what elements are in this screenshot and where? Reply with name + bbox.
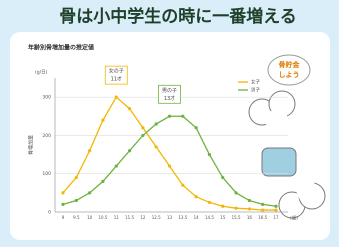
page-title: 骨は小中学生の時に一番増える [59, 6, 297, 27]
annotation-text: 女の子 [109, 68, 124, 75]
data-point [181, 115, 184, 118]
data-point [195, 126, 198, 129]
x-unit: (歳) [290, 215, 298, 222]
data-point [195, 195, 198, 198]
data-point [61, 203, 64, 206]
data-point [248, 207, 251, 210]
legend-label: 男子 [251, 87, 260, 94]
data-point [168, 164, 171, 167]
y-tick-label: 100 [42, 171, 51, 177]
x-tick-label: 12.5 [152, 215, 161, 220]
y-tick-label: 200 [42, 133, 51, 139]
data-point [128, 107, 131, 110]
data-point [75, 176, 78, 179]
x-tick-label: 15 [220, 215, 226, 220]
x-tick-label: 14.5 [205, 215, 214, 220]
data-point [128, 149, 131, 152]
data-point [248, 199, 251, 202]
x-tick-label: 16 [247, 215, 253, 220]
data-point [115, 164, 118, 167]
y-tick-label: 300 [42, 95, 51, 101]
data-point [168, 115, 171, 118]
data-point [181, 184, 184, 187]
data-point [88, 191, 91, 194]
chart-title: 年齢別骨増加量の推定値 [28, 44, 94, 52]
x-tick-label: 10.5 [98, 215, 107, 220]
annotation-text: 男の子 [162, 87, 177, 94]
data-point [141, 126, 144, 129]
x-tick-label: 11 [114, 215, 120, 220]
data-point [234, 191, 237, 194]
data-point [88, 149, 91, 152]
data-point [155, 122, 158, 125]
x-tick-label: 14 [194, 215, 200, 220]
data-point [221, 176, 224, 179]
x-tick-label: 9 [62, 215, 65, 220]
x-tick-label: 9.5 [73, 215, 80, 220]
x-tick-label: 15.5 [232, 215, 241, 220]
data-point [75, 199, 78, 202]
data-point [261, 208, 264, 211]
data-point [274, 205, 277, 208]
annotation-text: 11才 [111, 76, 122, 83]
y-unit: (g/日) [35, 70, 48, 76]
bubble-text: 骨貯金 [279, 60, 301, 69]
x-tick-label: 13 [167, 215, 173, 220]
y-axis-label: 骨増加量 [28, 135, 35, 155]
data-point [115, 96, 118, 99]
data-point [221, 205, 224, 208]
data-point [274, 208, 277, 211]
data-point [208, 153, 211, 156]
x-tick-label: 16.5 [258, 215, 267, 220]
x-tick-label: 10 [87, 215, 93, 220]
x-tick-label: 12 [140, 215, 146, 220]
data-point [61, 191, 64, 194]
y-tick-label: 0 [48, 210, 51, 216]
x-tick-label: 13.5 [178, 215, 187, 220]
data-point [261, 203, 264, 206]
annotation-text: 13才 [164, 95, 175, 102]
data-point [141, 134, 144, 137]
page: 骨は小中学生の時に一番増える 年齢別骨増加量の推定値 骨貯金 しよう (g/日)… [0, 0, 339, 247]
data-point [155, 145, 158, 148]
speech-bubble [268, 55, 310, 85]
legend-label: 女子 [251, 79, 260, 86]
x-tick-label: 17 [273, 215, 279, 220]
bubble-text: しよう [279, 70, 300, 79]
data-point [234, 207, 237, 210]
x-tick-label: 11.5 [125, 215, 134, 220]
data-point [101, 119, 104, 122]
data-point [101, 180, 104, 183]
data-point [208, 201, 211, 204]
